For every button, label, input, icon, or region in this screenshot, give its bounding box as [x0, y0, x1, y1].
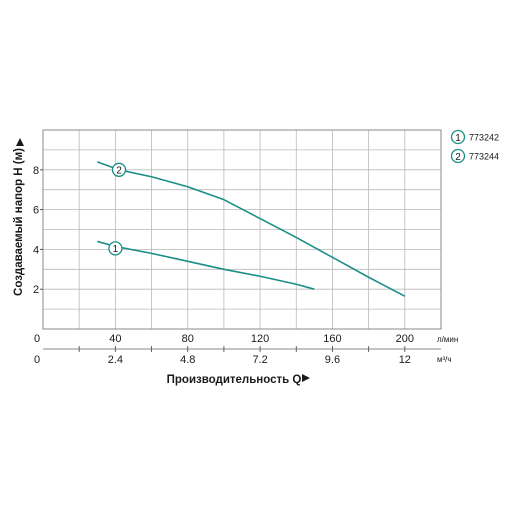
x-axis-arrow-icon	[302, 374, 310, 382]
y-axis-label: Создаваемый напор H (м)	[13, 148, 25, 296]
x2-tick-label: 2.4	[108, 354, 123, 366]
legend-marker-label: 1	[455, 133, 461, 144]
legend-label: 773242	[469, 133, 499, 143]
legend-marker-label: 2	[455, 152, 461, 163]
x2-tick-label: 0	[34, 354, 40, 366]
series-marker-2	[111, 162, 127, 177]
x-axis-label: Производительность Q	[167, 374, 302, 386]
y-axis-arrow-icon	[16, 138, 24, 146]
x2-tick-label: 9.6	[325, 354, 340, 366]
x-tick-label: 160	[323, 333, 341, 345]
x2-tick-label: 4.8	[180, 354, 195, 366]
x-tick-label: 120	[251, 333, 269, 345]
series-marker-1	[108, 241, 123, 256]
x2-tick-label: 12	[399, 354, 411, 366]
x-axis-unit: л/мин	[437, 335, 458, 344]
legend: 1 773242 2 773244	[450, 129, 499, 164]
legend-marker-1	[450, 129, 466, 145]
y-tick-label: 8	[33, 165, 39, 177]
series-line-773242	[97, 240, 315, 290]
series-marker-label: 1	[113, 244, 119, 255]
y-tick-label: 4	[33, 244, 39, 256]
x-tick-label: 40	[109, 333, 121, 345]
grid	[42, 129, 442, 330]
series-layer: 12	[96, 161, 406, 297]
legend-label: 773244	[469, 152, 499, 162]
y-tick-label: 6	[33, 205, 39, 217]
x-tick-label: 80	[182, 333, 194, 345]
x-tick-label: 200	[396, 333, 414, 345]
x-tick-label: 0	[34, 333, 40, 345]
x2-tick-label: 7.2	[252, 354, 267, 366]
x2-axis-unit: м³/ч	[437, 355, 452, 364]
series-marker-label: 2	[116, 166, 122, 177]
plot-frame	[42, 129, 442, 330]
legend-marker-2	[450, 148, 466, 164]
y-tick-label: 2	[33, 284, 39, 296]
series-line-773244	[96, 161, 406, 297]
